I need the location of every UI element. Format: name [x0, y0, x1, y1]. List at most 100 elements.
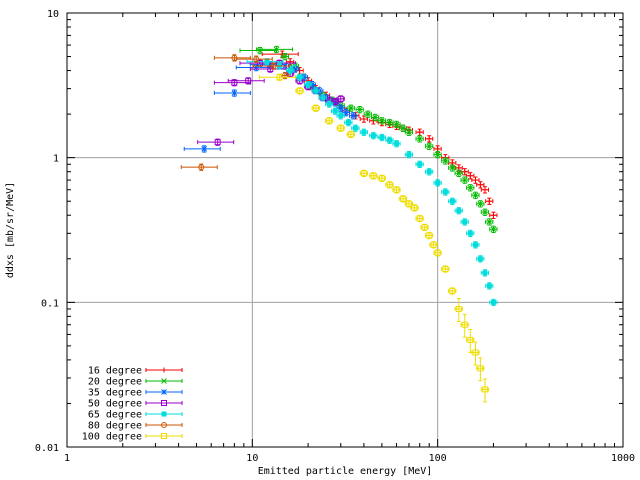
point-marker	[449, 165, 456, 171]
point-marker	[326, 101, 332, 107]
point-marker	[434, 151, 441, 158]
data-point	[424, 135, 434, 143]
data-point	[385, 118, 394, 127]
plot-frame	[66, 12, 624, 448]
data-point	[471, 241, 480, 249]
data-point	[239, 46, 277, 55]
x-tick-label: 10	[246, 453, 258, 464]
point-marker	[442, 158, 449, 164]
point-marker	[361, 129, 367, 135]
data-point	[471, 341, 480, 366]
point-marker	[282, 53, 288, 60]
data-point	[441, 157, 450, 165]
data-point	[480, 269, 490, 277]
y-tick-label: 1	[53, 154, 59, 165]
data-point	[485, 197, 494, 205]
point-marker	[406, 129, 412, 136]
data-point	[280, 52, 290, 61]
legend-entry: 65 degree	[88, 410, 183, 421]
point-marker	[482, 187, 488, 193]
y-tick-label: 0.01	[35, 443, 59, 454]
point-marker	[370, 133, 376, 139]
point-marker	[417, 161, 423, 167]
data-point	[460, 176, 469, 184]
point-marker	[231, 79, 238, 86]
point-marker	[245, 77, 252, 84]
point-marker	[387, 137, 393, 143]
point-marker	[490, 212, 496, 218]
point-marker	[486, 219, 493, 225]
data-point	[480, 186, 490, 194]
data-point	[197, 138, 235, 146]
data-point	[433, 179, 442, 187]
point-marker	[257, 47, 263, 54]
point-marker	[486, 283, 492, 289]
y-axis-label: ddxs [mb/sr/MeV]	[5, 182, 16, 278]
point-marker	[393, 121, 400, 128]
data-point	[404, 128, 414, 136]
point-marker	[455, 170, 462, 177]
data-point	[424, 142, 434, 150]
data-point	[377, 174, 386, 183]
data-point	[441, 265, 450, 273]
data-point	[415, 160, 424, 169]
point-marker	[305, 82, 311, 88]
point-marker	[332, 98, 339, 105]
data-point	[348, 112, 358, 120]
legend-label: 50 degree	[88, 399, 142, 410]
data-point	[429, 241, 438, 249]
series-layer	[180, 45, 498, 403]
point-marker	[198, 164, 205, 171]
data-point	[460, 168, 469, 176]
point-marker	[490, 299, 496, 305]
data-point	[485, 282, 494, 290]
point-marker	[405, 200, 412, 207]
point-marker	[345, 120, 351, 126]
point-marker	[442, 189, 448, 195]
data-point	[370, 113, 380, 122]
data-point	[489, 298, 498, 307]
point-marker	[399, 195, 406, 202]
legend-marker	[161, 378, 167, 384]
point-marker	[313, 88, 319, 94]
data-point	[213, 89, 251, 97]
point-marker	[461, 177, 468, 183]
point-marker	[462, 169, 468, 175]
point-marker	[456, 208, 462, 214]
point-marker	[400, 125, 406, 131]
point-marker	[379, 117, 385, 124]
data-point	[392, 186, 401, 194]
point-marker	[467, 336, 474, 343]
data-point	[325, 100, 334, 108]
data-point	[180, 163, 218, 171]
axis-layer: 1 10 100 1000 0.01 0.1 1 10	[35, 9, 635, 464]
data-point	[252, 62, 290, 70]
point-marker	[430, 241, 437, 248]
point-marker	[481, 386, 488, 393]
point-marker	[417, 129, 423, 135]
point-marker	[435, 180, 441, 186]
data-point	[341, 109, 350, 117]
point-marker	[482, 209, 488, 216]
point-marker	[449, 198, 455, 204]
point-marker	[231, 54, 238, 61]
legend-entry: 50 degree	[88, 399, 183, 410]
data-point	[433, 151, 442, 159]
point-marker	[477, 365, 484, 372]
x-tick-label: 100	[429, 453, 447, 464]
point-marker	[472, 192, 479, 199]
data-point	[325, 117, 334, 125]
point-marker	[378, 175, 385, 182]
series-100-degree	[258, 73, 490, 403]
data-point	[255, 45, 293, 54]
data-point	[392, 120, 401, 129]
point-marker	[231, 90, 238, 96]
data-point	[213, 79, 251, 87]
data-point	[424, 231, 434, 240]
point-marker	[426, 169, 432, 175]
point-marker	[370, 172, 377, 179]
legend-label: 80 degree	[88, 421, 142, 432]
data-point	[331, 107, 340, 115]
data-point	[303, 81, 313, 89]
